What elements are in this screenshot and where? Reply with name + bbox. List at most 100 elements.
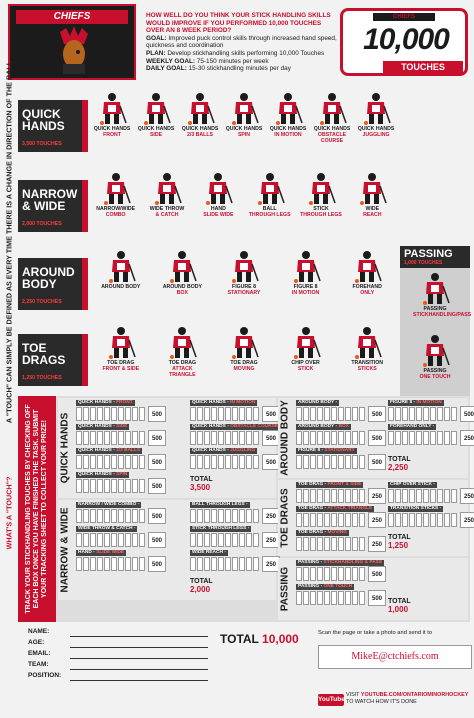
checkbox[interactable] [83,407,89,421]
checkbox[interactable] [111,557,117,571]
form-field[interactable]: EMAIL: [28,650,208,661]
checkbox[interactable] [125,533,131,547]
checkbox[interactable] [402,513,408,527]
checkbox[interactable] [104,455,110,469]
checkbox[interactable] [331,431,337,445]
checkbox[interactable] [104,479,110,493]
checkbox[interactable] [118,479,124,493]
checkbox[interactable] [132,509,138,523]
checkbox[interactable] [218,533,224,547]
checkbox[interactable] [246,455,252,469]
checkbox[interactable] [211,509,217,523]
checkbox[interactable] [76,533,82,547]
checkbox[interactable] [416,407,422,421]
checkbox[interactable] [296,513,302,527]
checkbox[interactable] [246,509,252,523]
checkbox[interactable] [239,509,245,523]
checkbox[interactable] [97,479,103,493]
checkbox[interactable] [310,537,316,551]
checkbox[interactable] [303,407,309,421]
checkbox[interactable] [331,591,337,605]
form-field-line[interactable] [70,658,208,659]
checkbox[interactable] [444,407,450,421]
checkbox[interactable] [338,513,344,527]
checkbox[interactable] [76,431,82,445]
checkbox[interactable] [125,407,131,421]
checkbox[interactable] [232,509,238,523]
checkbox[interactable] [310,513,316,527]
checkbox[interactable] [132,407,138,421]
checkbox[interactable] [197,431,203,445]
checkbox[interactable] [310,489,316,503]
checkbox[interactable] [416,513,422,527]
checkbox[interactable] [303,455,309,469]
checkbox[interactable] [296,431,302,445]
checkbox[interactable] [132,431,138,445]
checkbox[interactable] [204,533,210,547]
checkbox[interactable] [76,479,82,493]
checkbox[interactable] [359,431,365,445]
checkbox[interactable] [76,455,82,469]
checkbox[interactable] [430,407,436,421]
checkbox[interactable] [253,455,259,469]
checkbox[interactable] [324,407,330,421]
checkbox[interactable] [430,431,436,445]
checkbox[interactable] [118,407,124,421]
checkbox[interactable] [239,557,245,571]
checkbox[interactable] [111,407,117,421]
checkbox[interactable] [204,509,210,523]
checkbox[interactable] [225,533,231,547]
form-field[interactable]: POSITION: [28,672,208,683]
checkbox[interactable] [125,509,131,523]
checkbox[interactable] [218,455,224,469]
checkbox[interactable] [232,533,238,547]
checkbox[interactable] [331,513,337,527]
checkbox[interactable] [409,513,415,527]
checkbox[interactable] [317,431,323,445]
checkbox[interactable] [352,455,358,469]
checkbox[interactable] [310,455,316,469]
checkbox[interactable] [296,537,302,551]
checkbox[interactable] [388,489,394,503]
checkbox[interactable] [338,537,344,551]
checkbox[interactable] [232,557,238,571]
checkbox[interactable] [132,479,138,493]
checkbox[interactable] [253,509,259,523]
checkbox[interactable] [239,431,245,445]
checkbox[interactable] [246,431,252,445]
checkbox[interactable] [437,489,443,503]
checkbox[interactable] [296,591,302,605]
checkbox[interactable] [139,455,145,469]
checkbox[interactable] [338,591,344,605]
checkbox[interactable] [104,533,110,547]
checkbox[interactable] [90,407,96,421]
checkbox[interactable] [331,537,337,551]
checkbox[interactable] [395,489,401,503]
checkbox[interactable] [204,431,210,445]
checkbox[interactable] [83,431,89,445]
form-field-line[interactable] [70,647,208,648]
checkbox[interactable] [111,431,117,445]
checkbox[interactable] [317,489,323,503]
checkbox[interactable] [83,479,89,493]
checkbox[interactable] [232,455,238,469]
checkbox[interactable] [423,489,429,503]
form-field[interactable]: TEAM: [28,661,208,672]
checkbox[interactable] [204,455,210,469]
checkbox[interactable] [111,479,117,493]
checkbox[interactable] [331,407,337,421]
checkbox[interactable] [416,489,422,503]
checkbox[interactable] [423,407,429,421]
checkbox[interactable] [197,509,203,523]
checkbox[interactable] [97,557,103,571]
checkbox[interactable] [310,431,316,445]
checkbox[interactable] [345,489,351,503]
checkbox[interactable] [190,431,196,445]
checkbox[interactable] [359,489,365,503]
form-field[interactable]: AGE: [28,639,208,650]
checkbox[interactable] [246,557,252,571]
checkbox[interactable] [139,479,145,493]
checkbox[interactable] [225,455,231,469]
checkbox[interactable] [253,557,259,571]
checkbox[interactable] [225,407,231,421]
